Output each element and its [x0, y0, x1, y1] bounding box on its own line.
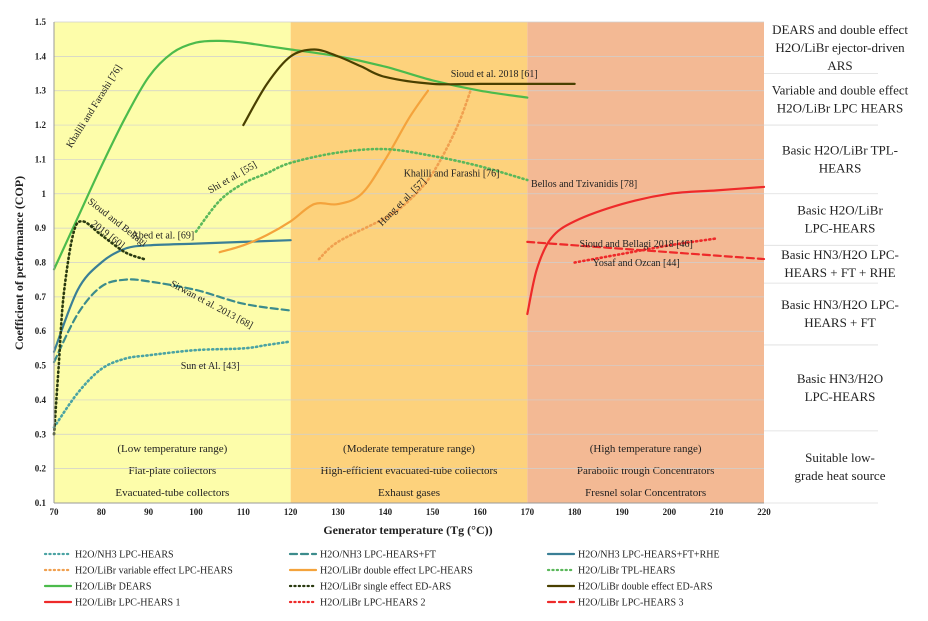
legend-label-8: H2O/LiBr double effect ED-ARS	[578, 582, 713, 593]
x-tick-label-13: 200	[663, 507, 677, 517]
y-tick-label-11: 1.2	[35, 120, 47, 130]
y-tick-label-8: 0.9	[35, 223, 47, 233]
series-line-2	[52, 239, 292, 353]
legend: H2O/NH3 LPC-HEARS H2O/NH3 LPC-HEARS+FT H2O…	[43, 550, 720, 609]
x-tick-label-1: 80	[97, 507, 107, 517]
y-tick-label-14: 1.5	[35, 17, 47, 27]
category-label-0-2: ARS	[827, 58, 852, 73]
band-2-text-2: Fresnel solar Concentrators	[585, 487, 706, 499]
y-tick-label-10: 1.1	[35, 154, 47, 164]
legend-label-4: H2O/LiBr double effect LPC-HEARS	[320, 566, 473, 577]
category-label-0-0: DEARS and double effect	[772, 22, 908, 37]
series-line-5	[194, 147, 529, 233]
series-line-4	[218, 89, 430, 254]
x-tick-label-8: 150	[426, 507, 440, 517]
series-line-9	[526, 185, 766, 316]
legend-label-5: H2O/LiBr TPL-HEARS	[578, 566, 675, 577]
category-label-7-1: grade heat source	[795, 468, 886, 483]
legend-label-7: H2O/LiBr single effect ED-ARS	[320, 582, 451, 593]
x-tick-label-12: 190	[615, 507, 629, 517]
x-tick-label-0: 70	[50, 507, 60, 517]
series-line-10	[573, 237, 718, 264]
annotation-9: Sioud et al. 2018 [61]	[451, 69, 538, 80]
x-tick-label-6: 130	[331, 507, 345, 517]
band-2-text-0: (High temperature range)	[590, 443, 702, 455]
y-tick-label-4: 0.5	[35, 361, 47, 371]
band-0-text-0: (Low temperature range)	[117, 443, 227, 455]
category-label-1-1: H2O/LiBr LPC HEARS	[777, 100, 903, 115]
annotation-6: Sun et Al. [43]	[181, 361, 240, 372]
legend-label-1: H2O/NH3 LPC-HEARS+FT	[320, 550, 436, 561]
y-tick-label-9: 1	[42, 189, 47, 199]
legend-label-11: H2O/LiBr LPC-HEARS 3	[578, 598, 684, 609]
band-1-text-0: (Moderate temperature range)	[343, 443, 475, 455]
category-label-7-0: Suitable low-	[805, 450, 875, 465]
y-tick-label-13: 1.4	[35, 51, 47, 61]
category-label-5-0: Basic HN3/H2O LPC-	[781, 297, 899, 312]
category-label-2-1: HEARS	[819, 160, 862, 175]
annotation-8: Khalili and Farashi [76]	[404, 169, 500, 180]
series-line-7	[52, 219, 146, 436]
x-tick-label-3: 100	[189, 507, 203, 517]
series-line-1	[52, 278, 292, 364]
annotation-12: Yosaf and Ozcan [44]	[593, 258, 680, 269]
x-tick-label-5: 120	[284, 507, 298, 517]
legend-label-9: H2O/LiBr LPC-HEARS 1	[75, 598, 181, 609]
series-lines	[52, 39, 766, 436]
series-line-0	[52, 340, 292, 429]
category-label-4-0: Basic HN3/H2O LPC-	[781, 247, 899, 262]
category-label-4-1: HEARS + FT + RHE	[784, 265, 895, 280]
legend-label-6: H2O/LiBr DEARS	[75, 582, 151, 593]
category-label-6-1: LPC-HEARS	[805, 389, 876, 404]
y-tick-label-3: 0.4	[35, 395, 47, 405]
band-1-text-2: Exhaust gases	[378, 487, 440, 499]
legend-label-10: H2O/LiBr LPC-HEARS 2	[320, 598, 426, 609]
x-tick-label-11: 180	[568, 507, 582, 517]
legend-label-0: H2O/NH3 LPC-HEARS	[75, 550, 174, 561]
category-label-1-0: Variable and double effect	[772, 82, 909, 97]
series-line-6	[52, 39, 529, 271]
y-tick-label-2: 0.3	[35, 429, 47, 439]
category-label-3-1: LPC-HEARS	[805, 221, 876, 236]
band-0-text-2: Evacuated-tube collectors	[115, 487, 229, 499]
x-tick-label-15: 220	[757, 507, 771, 517]
category-label-2-0: Basic H2O/LiBr TPL-	[782, 142, 898, 157]
annotation-4: Abed et al. [69]	[131, 230, 194, 241]
y-tick-label-7: 0.8	[35, 258, 47, 268]
x-tick-label-14: 210	[710, 507, 724, 517]
band-2-text-1: Parabolic trough Concentrators	[577, 465, 714, 477]
category-label-0-1: H2O/LiBr ejector-driven	[775, 40, 905, 55]
x-tick-label-9: 160	[473, 507, 487, 517]
category-label-5-1: HEARS + FT	[804, 315, 876, 330]
band-1-text-1: High-efficient evacuated-tube collectors	[321, 465, 498, 477]
series-line-3	[317, 89, 472, 261]
x-tick-label-10: 170	[521, 507, 535, 517]
series-line-8	[242, 48, 576, 127]
legend-label-2: H2O/NH3 LPC-HEARS+FT+RHE	[578, 550, 720, 561]
y-tick-label-0: 0.1	[35, 498, 47, 508]
axes: 70 80 90 100 110 120 130 140 150 160 170 180 190 200 2…	[35, 17, 772, 517]
category-label-6-0: Basic HN3/H2O	[797, 371, 883, 386]
y-tick-label-6: 0.7	[35, 292, 47, 302]
x-tick-label-2: 90	[144, 507, 154, 517]
series-line-11	[526, 240, 766, 261]
x-axis-title: Generator temperature (Tg (°C))	[323, 523, 492, 537]
x-tick-label-7: 140	[379, 507, 393, 517]
right-category-labels: DEARS and double effect H2O/LiBr ejector-…	[764, 22, 909, 504]
y-tick-label-5: 0.6	[35, 326, 47, 336]
x-tick-label-4: 110	[237, 507, 251, 517]
annotation-11: Sioud and Bellagi 2018 [46]	[580, 239, 693, 250]
legend-label-3: H2O/LiBr variable effect LPC-HEARS	[75, 566, 233, 577]
y-tick-label-12: 1.3	[35, 86, 47, 96]
band-0-text-1: Flat-plate collectors	[128, 465, 216, 477]
y-tick-label-1: 0.2	[35, 464, 47, 474]
category-label-3-0: Basic H2O/LiBr	[797, 203, 883, 218]
annotation-10: Bellos and Tzivanidis [78]	[531, 179, 637, 190]
y-axis-title: Coefficient of performance (COP)	[12, 176, 26, 350]
